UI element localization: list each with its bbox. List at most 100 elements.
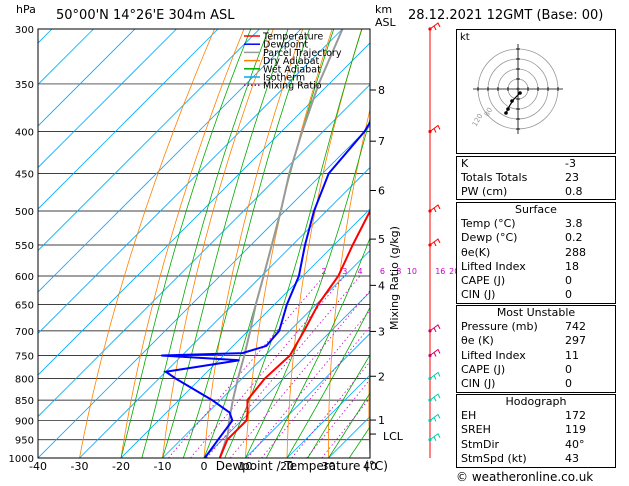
wind-barb (429, 324, 441, 333)
mixing-ratio-label: 2 (321, 267, 326, 276)
indices-box: K -3 Totals Totals 23 PW (cm) 0.8 (456, 156, 616, 200)
pressure-tick-label: 450 (15, 169, 34, 180)
hodo-row: SREH 119 (461, 423, 586, 437)
most-unstable-title: Most Unstable (496, 306, 576, 319)
km-tick-label: 3 (378, 325, 385, 338)
isotherm-line (203, 291, 370, 458)
wet-adiabat (182, 29, 310, 458)
surface-row: Lifted Index 18 (461, 259, 579, 273)
dry-adiabat (446, 29, 456, 458)
wet-adiabat (286, 306, 370, 458)
dry-adiabat (286, 29, 362, 458)
plot-frame (37, 28, 371, 459)
wind-barb (429, 22, 441, 31)
surface-row: θe(K) 288 (461, 245, 586, 259)
pressure-tick-label: 700 (15, 327, 34, 338)
skewt-axes: 3003504004505005506006507007508008509009… (9, 25, 385, 473)
mu-row: Pressure (mb) 742 (461, 320, 586, 334)
location-title: 50°00'N 14°26'E 304m ASL (56, 8, 235, 23)
isotherm-line (286, 374, 370, 458)
km-tick-label: 2 (378, 370, 385, 383)
mixing-ratio-line (190, 275, 346, 458)
skewt-profiles (161, 29, 370, 458)
mixing-ratio-line (229, 290, 370, 458)
mixing-ratio-label: 20 (449, 267, 456, 276)
wind-barb (429, 393, 441, 402)
mu-row: CAPE (J) 0 (461, 362, 572, 376)
mixing-ratio-label: 10 (407, 267, 417, 276)
surface-row: Dewp (°C) 0.2 (461, 231, 583, 245)
isotherm-line (79, 166, 370, 458)
legend-entry: Mixing Ratio (263, 81, 322, 92)
km-tick-label: 6 (378, 184, 385, 197)
pressure-tick-label: 900 (15, 416, 34, 427)
temperature-profile (218, 208, 370, 458)
skewt-grid (38, 29, 457, 458)
x-tick-label: 40 (363, 460, 377, 473)
isotherm-line (162, 249, 370, 458)
wind-barb (429, 432, 441, 441)
mixing-ratio-label: 8 (396, 267, 401, 276)
isotherm-line (38, 29, 260, 252)
wet-adiabat (162, 29, 289, 458)
pressure-tick-label: 1000 (9, 454, 34, 465)
isotherm-line (38, 83, 370, 418)
wind-barb (429, 238, 441, 247)
wet-adiabat (141, 29, 270, 458)
x-tick-label: -20 (112, 460, 130, 473)
surface-row: CIN (J) 0 (461, 288, 572, 302)
dry-adiabat (162, 29, 274, 458)
dewpoint-profile (161, 120, 370, 458)
most-unstable-box: Most Unstable Pressure (mb) 742 θe (K) 297… (456, 305, 616, 393)
mixing-ratio-label: 16 (435, 267, 445, 276)
hodo-ring-label-80: 80 (483, 106, 494, 118)
wind-barb (429, 124, 441, 133)
hodograph-title: Hodograph (505, 395, 567, 408)
x-tick-label: 20 (280, 460, 294, 473)
mixing-ratio-labels: 2346810162025 (321, 267, 456, 276)
mixing-ratio-line (247, 309, 370, 458)
x-tick-label: 30 (322, 460, 336, 473)
wet-adiabat (120, 29, 252, 458)
wind-barb (429, 413, 441, 422)
isotherm-line (245, 332, 370, 458)
isotherm-line (412, 29, 457, 458)
pressure-tick-label: 300 (15, 25, 34, 36)
wind-barb (429, 371, 441, 380)
mixing-ratio-label: 4 (357, 267, 362, 276)
km-tick-label: 4 (378, 279, 385, 292)
index-row-tt: Totals Totals 23 (461, 171, 579, 185)
pressure-tick-label: 850 (15, 396, 34, 407)
index-row-pw: PW (cm) 0.8 (461, 185, 583, 199)
hodo-row: EH 172 (461, 409, 586, 423)
km-tick-label: 5 (378, 233, 385, 246)
pressure-tick-label: 950 (15, 436, 34, 447)
lcl-label: LCL (383, 430, 404, 443)
hodo-point (510, 99, 514, 103)
pressure-tick-label: 750 (15, 351, 34, 362)
hodograph-kt-label: kt (460, 32, 470, 43)
hodo-row: StmDir 40° (461, 437, 585, 451)
hodograph-chart: kt 120 80 (456, 29, 616, 154)
wet-adiabat (224, 29, 363, 458)
pressure-tick-label: 800 (15, 374, 34, 385)
mixing-ratio-axis-label: Mixing Ratio (g/kg) (388, 226, 401, 330)
hodograph-box: Hodograph EH 172 SREH 119 StmDir 40° StmSpd… (456, 394, 616, 468)
surface-row: CAPE (J) 0 (461, 273, 572, 287)
isotherm-line (38, 29, 177, 169)
mu-row: CIN (J) 0 (461, 376, 572, 390)
asl-label: ASL (375, 16, 396, 29)
isotherm-line (120, 208, 370, 458)
mu-row: Lifted Index 11 (461, 348, 579, 362)
dry-adiabat (408, 29, 450, 458)
mu-row: θe (K) 297 (461, 334, 586, 348)
isotherm-line (38, 42, 370, 376)
datetime-title: 28.12.2021 12GMT (Base: 00) (408, 8, 604, 23)
x-tick-label: -40 (29, 460, 47, 473)
legend-entry: Dry Adiabat (263, 56, 320, 67)
legend-entry: Isotherm (263, 73, 305, 84)
wind-barb (429, 348, 441, 357)
isotherm-line (38, 29, 219, 210)
km-tick-label: 1 (378, 414, 385, 427)
km-label: km (375, 3, 393, 16)
